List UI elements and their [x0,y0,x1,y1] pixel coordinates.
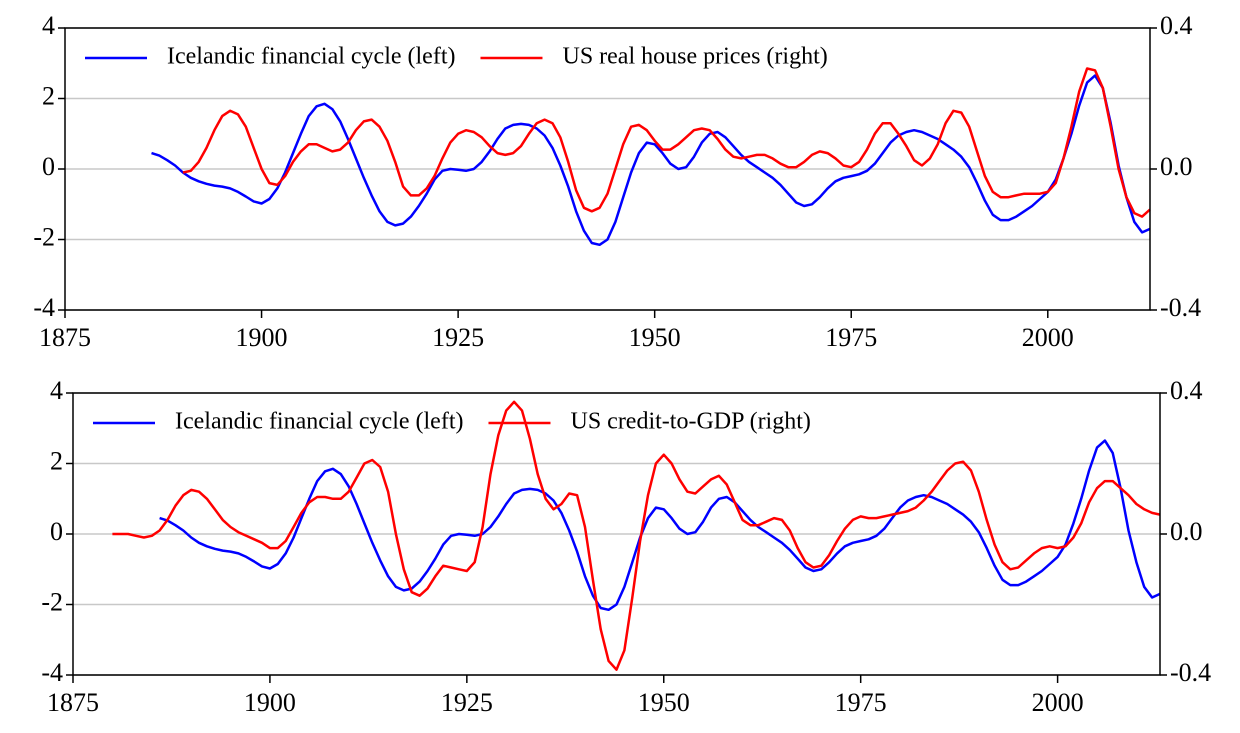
y-tick-label: 4 [42,11,55,40]
y-tick-label: 0 [50,517,63,546]
legend-label: Icelandic financial cycle (left) [175,409,463,435]
series-line [182,67,1151,218]
legend-label: Icelandic financial cycle (left) [167,44,455,70]
y2-tick-label: 0.0 [1170,517,1203,546]
y2-tick-label: -0.4 [1160,293,1201,322]
series-line [112,400,1161,671]
y-tick-label: 0 [42,152,55,181]
y2-tick-label: -0.4 [1170,658,1211,687]
x-tick-label: 2000 [1022,323,1074,352]
y-tick-label: 4 [50,376,63,405]
y-tick-label: 2 [50,446,63,475]
y2-tick-label: 0.4 [1170,376,1203,405]
plot-frame [64,27,1151,311]
x-tick-label: 1875 [39,323,91,352]
legend-label: US credit-to-GDP (right) [570,409,810,435]
x-tick-label: 1875 [47,688,99,717]
y-tick-label: -4 [33,293,55,322]
x-tick-label: 2000 [1032,688,1084,717]
legend-label: US real house prices (right) [562,44,827,70]
x-tick-label: 1950 [629,323,681,352]
x-tick-label: 1950 [638,688,690,717]
x-tick-label: 1925 [441,688,493,717]
x-tick-label: 1900 [236,323,288,352]
y-tick-label: 2 [42,81,55,110]
x-tick-label: 1975 [835,688,887,717]
x-tick-label: 1900 [244,688,296,717]
y2-tick-label: 0.4 [1160,11,1193,40]
x-tick-label: 1975 [825,323,877,352]
y-tick-label: -4 [41,658,63,687]
y-tick-label: -2 [41,587,63,616]
x-tick-label: 1925 [432,323,484,352]
y2-tick-label: 0.0 [1160,152,1193,181]
y-tick-label: -2 [33,222,55,251]
series-line [159,439,1161,612]
plot-frame [72,392,1161,676]
series-line [151,74,1151,247]
